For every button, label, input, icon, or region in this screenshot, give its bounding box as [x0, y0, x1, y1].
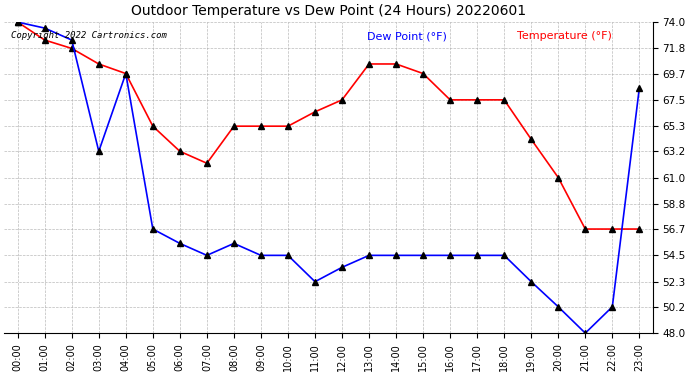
Title: Outdoor Temperature vs Dew Point (24 Hours) 20220601: Outdoor Temperature vs Dew Point (24 Hou… [131, 4, 526, 18]
Text: Dew Point (°F): Dew Point (°F) [368, 32, 447, 42]
Text: Temperature (°F): Temperature (°F) [517, 32, 611, 42]
Text: Copyright 2022 Cartronics.com: Copyright 2022 Cartronics.com [10, 32, 166, 40]
